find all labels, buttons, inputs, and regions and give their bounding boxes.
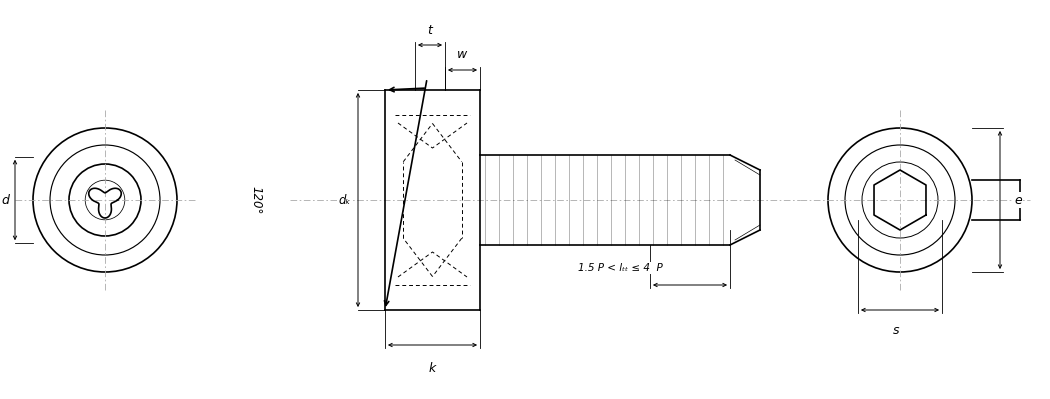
Text: dₖ: dₖ — [339, 194, 352, 207]
Text: 120°: 120° — [249, 186, 262, 214]
Text: w: w — [457, 49, 467, 61]
Text: e: e — [1014, 194, 1022, 207]
Text: s: s — [892, 324, 899, 336]
Text: k: k — [428, 361, 436, 375]
Text: t: t — [427, 24, 433, 36]
Text: d: d — [1, 194, 9, 207]
Text: 1.5 P < lₜₜ ≤ 4  P: 1.5 P < lₜₜ ≤ 4 P — [578, 263, 663, 273]
